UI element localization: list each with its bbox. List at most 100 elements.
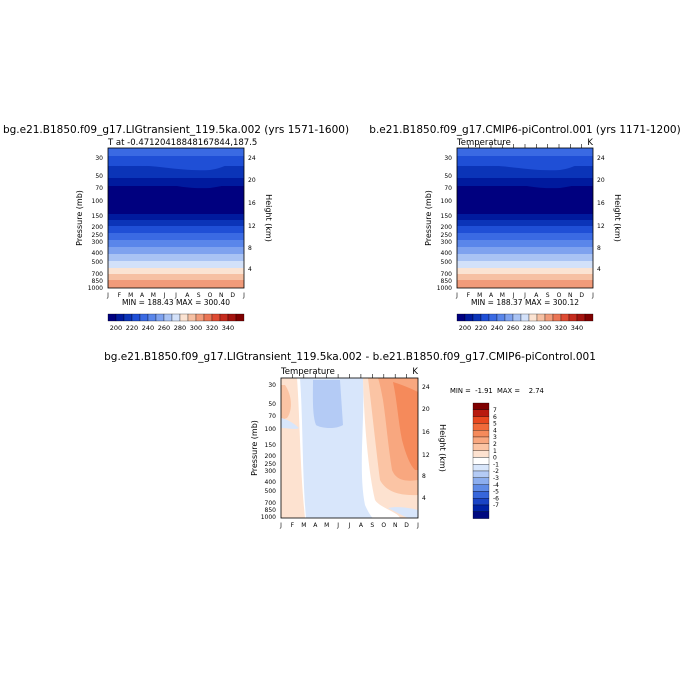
panel-control-subtitle-left: Temperature <box>456 138 511 148</box>
colorbar-swatch <box>123 313 133 322</box>
right-tick-label: 20 <box>597 177 605 184</box>
y-tick-label: 300 <box>441 239 453 246</box>
y-tick-label: 150 <box>92 213 104 220</box>
x-tick-label: J <box>416 522 419 529</box>
panel-control-right-ticks: 24 20 16 12 8 4 <box>597 155 605 273</box>
colorbar-label: -2 <box>493 468 499 475</box>
colorbar-swatch <box>472 484 490 492</box>
x-tick-label: A <box>489 292 494 299</box>
colorbar-label: -1 <box>493 461 499 468</box>
panel-control-band <box>457 158 593 171</box>
panel-control-band <box>457 148 593 156</box>
y-tick-label: 500 <box>92 259 104 266</box>
panel-diff-contour <box>393 382 418 470</box>
x-tick-label: J <box>242 292 245 299</box>
y-tick-label: 850 <box>441 278 453 285</box>
panel-control-band <box>457 240 593 247</box>
y-tick-label: 300 <box>92 239 104 246</box>
y-tick-label: 250 <box>265 461 277 468</box>
colorbar-swatch <box>504 313 514 322</box>
x-tick-label: J <box>455 292 458 299</box>
y-tick-label: 100 <box>441 198 453 205</box>
colorbar-swatch <box>560 313 570 322</box>
colorbar-swatch <box>203 313 213 322</box>
colorbar-label: -6 <box>493 495 499 502</box>
colorbar-swatch <box>584 313 594 322</box>
panel-control-band <box>457 220 593 226</box>
colorbar-label: 240 <box>142 324 154 332</box>
x-tick-label: M <box>324 522 329 529</box>
panel-diff-x-ticks: J F M A M J J A S O N D J <box>279 522 419 529</box>
panel-control-stats: MIN = 188.37 MAX = 300.12 <box>471 298 579 307</box>
panel-lig-ylabel: Pressure (mb) <box>75 190 84 246</box>
y-tick-label: 50 <box>444 173 452 180</box>
panel-lig-band <box>108 178 244 189</box>
x-tick-label: J <box>348 522 351 529</box>
panel-lig-ylabel-right: Height (km) <box>264 194 273 242</box>
x-tick-label: J <box>279 522 282 529</box>
x-tick-label: D <box>579 292 584 299</box>
panel-lig-band <box>108 226 244 233</box>
panel-lig-frame <box>107 147 245 289</box>
panel-lig-band <box>108 280 244 288</box>
panel-lig-band <box>108 240 244 247</box>
x-tick-label: J <box>174 292 177 299</box>
right-tick-label: 8 <box>597 245 601 252</box>
x-tick-label: M <box>128 292 133 299</box>
panel-diff-contour <box>281 385 291 420</box>
right-tick-label: 12 <box>422 452 430 459</box>
y-tick-label: 250 <box>441 232 453 239</box>
colorbar-swatch <box>472 464 490 472</box>
x-tick-label: M <box>151 292 156 299</box>
right-tick-label: 16 <box>597 200 605 207</box>
colorbar-swatch <box>480 313 490 322</box>
x-tick-label: F <box>118 292 122 299</box>
colorbar-label: 220 <box>475 324 487 332</box>
colorbar-label: 320 <box>555 324 567 332</box>
panel-control-subtitle-right: K <box>587 138 593 148</box>
right-tick-label: 4 <box>422 495 426 502</box>
colorbar-label: 280 <box>174 324 186 332</box>
y-tick-label: 850 <box>92 278 104 285</box>
colorbar-label: 5 <box>493 421 497 428</box>
panel-diff-colorbar: 7 6 5 4 3 2 1 0 -1 -2 -3 -4 -5 -6 -7 <box>472 402 499 519</box>
panel-lig-stats: MIN = 188.43 MAX = 300.40 <box>122 298 230 307</box>
y-tick-label: 30 <box>95 155 103 162</box>
panel-control-ylabel: Pressure (mb) <box>424 190 433 246</box>
y-tick-label: 250 <box>92 232 104 239</box>
colorbar-label: 260 <box>507 324 519 332</box>
panel-control-x-ticks: J F M A M J J A S O N D J <box>455 292 594 299</box>
x-tick-label: N <box>393 522 398 529</box>
y-tick-label: 700 <box>92 271 104 278</box>
colorbar-label: 300 <box>539 324 551 332</box>
y-tick-label: 50 <box>268 401 276 408</box>
panel-control: b.e21.B1850.f09_g17.CMIP6-piControl.001 … <box>369 124 680 332</box>
x-tick-label: S <box>370 522 374 529</box>
panel-control-colorbar: 200 220 240 260 280 300 320 340 <box>456 313 594 332</box>
y-tick-label: 500 <box>441 259 453 266</box>
panel-control-band <box>457 214 593 220</box>
colorbar-swatch <box>576 313 586 322</box>
colorbar-swatch <box>219 313 229 322</box>
colorbar-label: 7 <box>493 407 497 414</box>
x-tick-label: N <box>568 292 573 299</box>
colorbar-swatch <box>472 409 490 417</box>
panel-diff-subtitle-left: Temperature <box>280 367 335 377</box>
right-tick-label: 4 <box>248 266 252 273</box>
colorbar-swatch <box>211 313 221 322</box>
x-tick-label: A <box>359 522 364 529</box>
panel-diff-subtitle-right: K <box>412 367 418 377</box>
y-tick-label: 200 <box>92 224 104 231</box>
colorbar-swatch <box>171 313 181 322</box>
x-tick-label: A <box>313 522 318 529</box>
panel-control-band <box>457 247 593 254</box>
y-tick-label: 30 <box>268 382 276 389</box>
colorbar-label: 260 <box>158 324 170 332</box>
colorbar-swatch <box>139 313 149 322</box>
panel-diff-top-ticks <box>292 374 407 378</box>
panel-control-band <box>457 254 593 261</box>
colorbar-label: 2 <box>493 441 497 448</box>
right-tick-label: 24 <box>422 384 430 391</box>
right-tick-label: 24 <box>597 155 605 162</box>
